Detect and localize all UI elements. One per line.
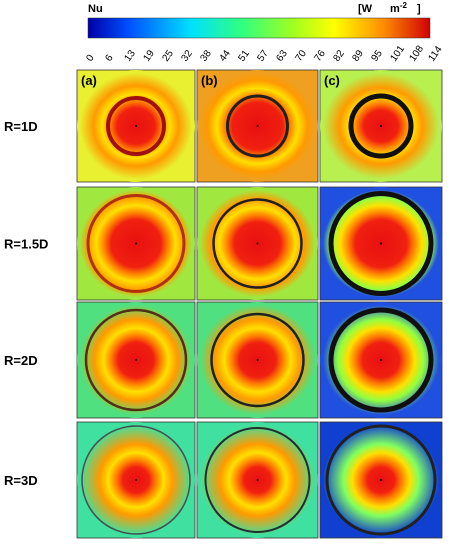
colorbar-tick-label: 89 <box>350 48 366 64</box>
ring <box>348 93 414 159</box>
colorbar-tick-label: 70 <box>293 48 309 64</box>
colorbar-tick-label: 82 <box>331 48 347 64</box>
ring <box>86 194 186 293</box>
colorbar-tick-label: 25 <box>160 48 176 64</box>
ring <box>328 191 434 296</box>
colorbar-tick-label: 0 <box>84 52 96 63</box>
colorbar-tick-label: 19 <box>141 48 157 64</box>
unit-part: m <box>390 3 400 15</box>
colorbar-tick-label: 32 <box>179 48 195 64</box>
colorbar-tick-label: 6 <box>103 52 115 63</box>
row-label: R=1D <box>4 119 38 134</box>
colorbar-tick-label: 108 <box>407 43 426 63</box>
colorbar-tick-label: 44 <box>217 48 233 64</box>
colorbar-label: Nu <box>88 3 103 15</box>
center-dot <box>256 479 259 481</box>
unit-exponent: -2 <box>400 1 408 10</box>
colorbar-tick-label: 101 <box>388 43 407 63</box>
ring <box>204 427 311 533</box>
ring <box>81 425 191 535</box>
center-dot <box>256 359 259 361</box>
unit-part: ] <box>417 3 421 15</box>
colorbar-tick-label: 13 <box>122 48 138 64</box>
center-dot <box>135 242 137 245</box>
center-dot <box>135 359 137 361</box>
ring <box>328 307 434 413</box>
colorbar-tick-label: 51 <box>236 48 252 64</box>
colorbar <box>87 17 431 39</box>
colorbar-tick-label: 114 <box>426 44 444 64</box>
center-dot <box>380 479 382 481</box>
ring <box>325 424 437 536</box>
ring <box>226 94 289 158</box>
center-dot <box>135 125 137 127</box>
center-dot <box>380 125 382 127</box>
column-label: (a) <box>81 73 97 88</box>
center-dot <box>380 359 382 361</box>
center-dot <box>380 242 382 245</box>
row-label: R=2D <box>4 353 38 368</box>
ring <box>106 96 166 156</box>
ring <box>84 308 188 412</box>
colorbar-tick-label: 38 <box>198 48 214 64</box>
unit-part: [W <box>358 3 373 15</box>
center-dot <box>256 125 259 127</box>
colorbar-tick-label: 76 <box>312 48 328 64</box>
ring <box>212 198 303 289</box>
center-dot <box>256 242 259 245</box>
row-label: R=3D <box>4 473 38 488</box>
row-label: R=1.5D <box>4 237 48 252</box>
colorbar-tick-label: 57 <box>255 48 271 64</box>
ring <box>210 312 305 408</box>
colorbar-unit: [W m-2] <box>358 1 421 15</box>
colorbar-tick-label: 95 <box>369 48 385 64</box>
colorbar-tick-label: 63 <box>274 48 290 64</box>
column-label: (c) <box>324 73 340 88</box>
center-dot <box>135 479 137 481</box>
column-label: (b) <box>201 73 218 88</box>
